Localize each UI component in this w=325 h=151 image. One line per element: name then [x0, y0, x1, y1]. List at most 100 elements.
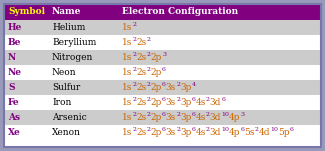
Text: 2: 2: [132, 127, 136, 132]
Text: 2: 2: [176, 97, 180, 102]
Text: Be: Be: [8, 38, 21, 47]
Text: 3d: 3d: [210, 113, 221, 122]
Text: 3s: 3s: [166, 128, 176, 137]
Text: As: As: [8, 113, 20, 122]
Text: Symbol: Symbol: [8, 8, 45, 16]
Text: 3s: 3s: [166, 98, 176, 107]
Text: N: N: [8, 53, 16, 62]
Text: 2: 2: [176, 127, 180, 132]
Text: 3d: 3d: [210, 128, 221, 137]
Text: 3p: 3p: [180, 113, 191, 122]
Text: 2s: 2s: [136, 68, 147, 77]
Text: 10: 10: [221, 112, 229, 117]
Text: 1s: 1s: [122, 83, 132, 92]
Text: S: S: [8, 83, 15, 92]
Text: 2p: 2p: [150, 83, 162, 92]
Text: 2: 2: [132, 82, 136, 87]
Text: 6: 6: [162, 112, 166, 117]
Bar: [4, 4, 321, 20]
Text: Beryllium: Beryllium: [52, 38, 97, 47]
Text: 2: 2: [132, 97, 136, 102]
Text: 2: 2: [147, 112, 150, 117]
Text: 10: 10: [221, 127, 229, 132]
Text: 2s: 2s: [136, 53, 147, 62]
Text: 4: 4: [191, 82, 196, 87]
Bar: [4, 35, 321, 50]
Text: 2: 2: [147, 67, 150, 72]
Bar: [4, 50, 321, 65]
Text: 2: 2: [132, 112, 136, 117]
Text: Name: Name: [52, 8, 81, 16]
Text: He: He: [8, 23, 22, 32]
Text: Xe: Xe: [8, 128, 21, 137]
Text: 6: 6: [162, 82, 166, 87]
Text: 1s: 1s: [122, 23, 132, 32]
Text: 2p: 2p: [150, 53, 162, 62]
Text: 1s: 1s: [122, 38, 132, 47]
Text: Fe: Fe: [8, 98, 20, 107]
Text: 2: 2: [132, 52, 136, 57]
Text: 2: 2: [206, 127, 210, 132]
Bar: [4, 110, 321, 125]
Bar: [4, 125, 321, 140]
Text: 2: 2: [132, 22, 136, 27]
Text: 2p: 2p: [150, 113, 162, 122]
Text: 3: 3: [162, 52, 166, 57]
Text: 1s: 1s: [122, 113, 132, 122]
Text: 1s: 1s: [122, 128, 132, 137]
Text: Electron Configuration: Electron Configuration: [122, 8, 238, 16]
Text: 5s: 5s: [244, 128, 255, 137]
Text: Arsenic: Arsenic: [52, 113, 87, 122]
Text: 4p: 4p: [229, 113, 240, 122]
Text: 2s: 2s: [136, 83, 147, 92]
Text: 2s: 2s: [136, 128, 147, 137]
Text: 1s: 1s: [122, 98, 132, 107]
Text: 2: 2: [147, 127, 150, 132]
Text: 5p: 5p: [279, 128, 290, 137]
Text: 2p: 2p: [150, 68, 162, 77]
Text: 4s: 4s: [195, 98, 206, 107]
Text: 6: 6: [162, 67, 166, 72]
Text: 2s: 2s: [136, 113, 147, 122]
Text: 3d: 3d: [210, 98, 221, 107]
Text: 6: 6: [240, 127, 244, 132]
Text: 3p: 3p: [180, 83, 191, 92]
Text: Sulfur: Sulfur: [52, 83, 80, 92]
Text: 3p: 3p: [180, 98, 191, 107]
Text: 2: 2: [206, 112, 210, 117]
Text: 2: 2: [255, 127, 259, 132]
Text: 3p: 3p: [180, 128, 191, 137]
Text: 4d: 4d: [259, 128, 270, 137]
Text: Iron: Iron: [52, 98, 72, 107]
Text: 2: 2: [147, 37, 150, 42]
Text: 3s: 3s: [166, 113, 176, 122]
Text: 6: 6: [290, 127, 294, 132]
Text: 2: 2: [176, 82, 180, 87]
Text: Neon: Neon: [52, 68, 77, 77]
Text: 10: 10: [270, 127, 279, 132]
Text: 6: 6: [191, 127, 195, 132]
Text: 2s: 2s: [136, 98, 147, 107]
Text: 6: 6: [191, 112, 195, 117]
Text: 2s: 2s: [136, 38, 147, 47]
Text: 6: 6: [162, 97, 166, 102]
Text: 2: 2: [132, 67, 136, 72]
Text: 1s: 1s: [122, 68, 132, 77]
Bar: [4, 95, 321, 110]
Text: 6: 6: [162, 127, 166, 132]
Text: Xenon: Xenon: [52, 128, 81, 137]
Bar: [4, 80, 321, 95]
Bar: [4, 20, 321, 35]
Text: 2: 2: [206, 97, 210, 102]
Text: 4s: 4s: [195, 113, 206, 122]
Text: 2p: 2p: [150, 98, 162, 107]
Text: 1s: 1s: [122, 53, 132, 62]
Text: 6: 6: [221, 97, 225, 102]
Text: 6: 6: [191, 97, 195, 102]
Text: 2: 2: [147, 97, 150, 102]
Text: 2: 2: [176, 112, 180, 117]
Text: 4s: 4s: [195, 128, 206, 137]
Text: 2: 2: [147, 52, 150, 57]
Text: 2p: 2p: [150, 128, 162, 137]
Text: 2: 2: [147, 82, 150, 87]
